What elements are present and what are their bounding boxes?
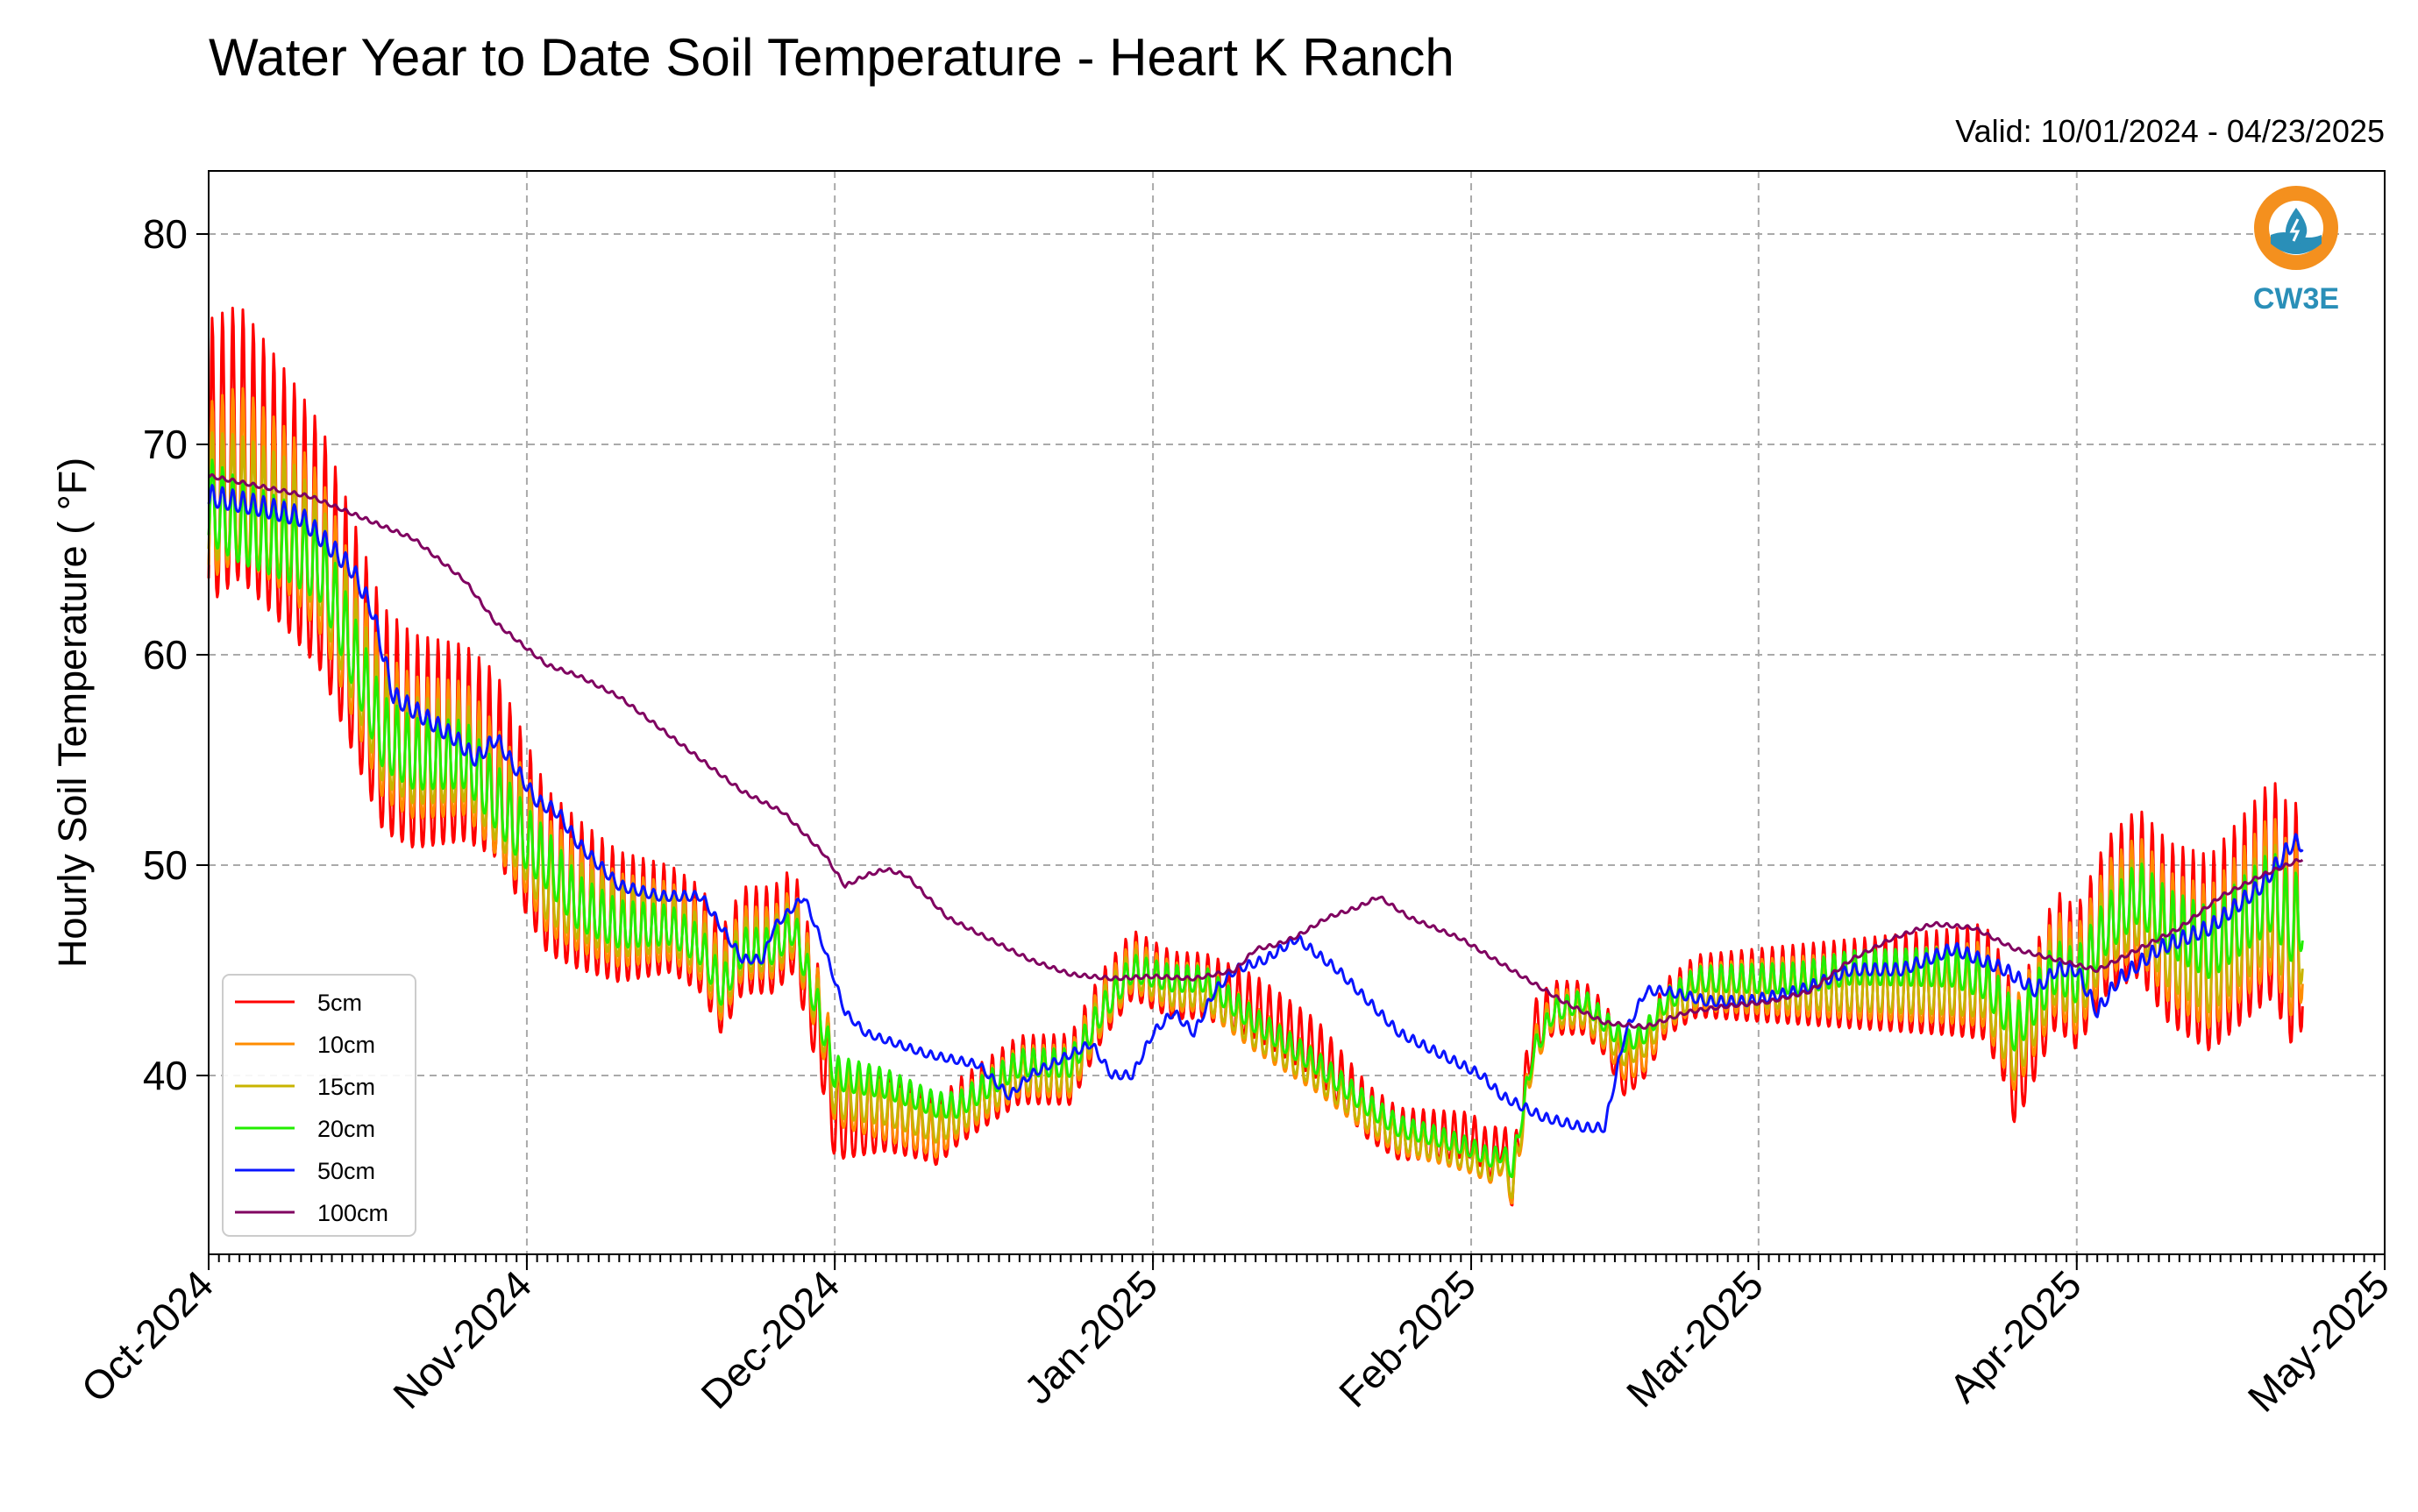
cw3e-logo: CW3E [2253,186,2339,316]
y-axis-label: Hourly Soil Temperature ( °F) [50,458,95,968]
x-tick-label: May-2025 [2239,1261,2398,1420]
y-tick-label: 80 [143,211,188,257]
legend-label-5cm: 5cm [317,990,362,1016]
x-tick-label: Jan-2025 [1015,1261,1166,1412]
legend-label-15cm: 15cm [317,1074,375,1100]
x-tick-label: Apr-2025 [1940,1261,2090,1411]
legend-label-20cm: 20cm [317,1116,375,1142]
x-tick-label: Mar-2025 [1618,1261,1772,1416]
legend-label-50cm: 50cm [317,1158,375,1184]
series-line-50cm [207,484,2304,1133]
chart-title: Water Year to Date Soil Temperature - He… [209,28,1454,87]
series-line-20cm [207,458,2304,1179]
y-tick-label: 70 [143,422,188,467]
legend: 5cm 10cm 15cm 20cm 50cm 100cm [222,974,416,1237]
x-tick-label: Nov-2024 [384,1261,540,1417]
series-line-5cm [207,306,2304,1207]
plot-frame [208,170,2386,1255]
x-tick-label: Feb-2025 [1330,1261,1484,1416]
x-tick-label: Oct-2024 [73,1261,223,1411]
logo-text: CW3E [2253,282,2339,316]
water-drop-logo-icon [2254,186,2338,270]
series-line-10cm [207,387,2304,1205]
legend-label-100cm: 100cm [317,1200,388,1226]
grid-lines [209,171,2385,1254]
x-tick-label: Dec-2024 [692,1261,848,1417]
series-layer [207,306,2304,1207]
legend-label-10cm: 10cm [317,1032,375,1058]
series-line-15cm [207,431,2304,1200]
y-tick-label: 50 [143,842,188,888]
y-tick-label: 60 [143,632,188,678]
y-axis: 40 50 60 70 80 [143,211,209,1098]
y-tick-label: 40 [143,1053,188,1098]
valid-date-range: Valid: 10/01/2024 - 04/23/2025 [1955,113,2385,149]
series-line-100cm [208,472,2304,1030]
x-axis: Oct-2024 Nov-2024 Dec-2024 Jan-2025 Feb-2025… [73,1254,2398,1421]
